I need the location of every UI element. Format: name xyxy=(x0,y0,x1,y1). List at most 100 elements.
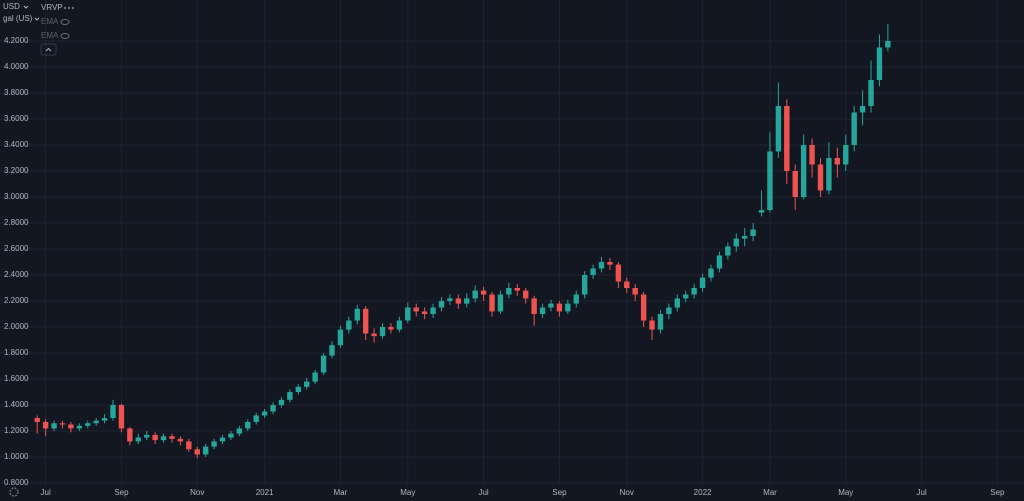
unit-label[interactable]: gal (US) xyxy=(3,14,33,23)
candle-body xyxy=(346,320,352,330)
candle-body xyxy=(851,112,857,145)
candle-body xyxy=(624,281,630,289)
y-tick-label: 2.2000 xyxy=(4,296,29,305)
candle-body xyxy=(674,298,681,308)
candle-body xyxy=(800,144,807,197)
candle-body xyxy=(859,105,866,113)
currency-label[interactable]: USD xyxy=(3,2,20,11)
indicator-label[interactable]: VRVP xyxy=(41,3,63,12)
candle-body xyxy=(76,425,83,429)
candle-body xyxy=(784,105,790,171)
top-left-panel: USD gal (US) VRVP EMA EMA xyxy=(3,2,75,56)
indicator-label[interactable]: EMA xyxy=(41,31,59,40)
y-tick-label: 3.8000 xyxy=(4,88,29,97)
candle-body xyxy=(640,294,647,321)
candle-body xyxy=(817,164,824,191)
candle-body xyxy=(792,170,798,197)
candle-body xyxy=(826,157,832,191)
candle-body xyxy=(741,235,748,239)
candle-body xyxy=(135,437,141,442)
y-tick-label: 4.2000 xyxy=(4,36,29,45)
x-tick-label: May xyxy=(838,488,853,497)
candle-body xyxy=(447,298,453,302)
candle-body xyxy=(868,79,874,106)
x-tick-label: Nov xyxy=(620,488,634,497)
candle-body xyxy=(405,307,411,321)
candle-body xyxy=(438,301,445,308)
candle-body xyxy=(101,418,108,421)
y-tick-label: 1.0000 xyxy=(4,452,29,461)
y-tick-label: 2.0000 xyxy=(4,322,29,331)
candle-body xyxy=(194,449,200,455)
y-tick-label: 1.8000 xyxy=(4,348,29,357)
candle-body xyxy=(261,411,268,416)
candle-body xyxy=(834,157,841,165)
candle-body xyxy=(68,424,74,429)
candles xyxy=(34,24,891,459)
candle-body xyxy=(657,314,664,330)
x-tick-label: Jul xyxy=(478,488,488,497)
candle-body xyxy=(758,209,765,213)
candle-body xyxy=(245,421,251,429)
y-tick-label: 1.2000 xyxy=(4,426,29,435)
candle-body xyxy=(34,418,40,422)
candle-body xyxy=(93,420,99,424)
y-tick-label: 4.0000 xyxy=(4,62,29,71)
chevron-icon xyxy=(45,47,52,52)
candle-body xyxy=(388,327,394,330)
candle-body xyxy=(725,246,731,256)
indicator-label[interactable]: EMA xyxy=(41,17,59,26)
candle-body xyxy=(539,307,546,315)
more-icon[interactable] xyxy=(63,6,75,10)
candle-body xyxy=(304,381,310,387)
candle-body xyxy=(691,288,697,295)
candle-body xyxy=(85,423,91,426)
candle-body xyxy=(480,290,487,295)
dropdown-icon xyxy=(23,5,29,9)
candle-body xyxy=(270,405,276,412)
x-tick-label: Sep xyxy=(552,488,567,497)
candle-body xyxy=(716,255,723,269)
candle-body xyxy=(556,303,563,312)
candle-body xyxy=(413,307,419,312)
candle-body xyxy=(312,372,318,382)
candle-body xyxy=(607,262,613,265)
candle-body xyxy=(750,229,756,236)
x-tick-label: May xyxy=(400,488,415,497)
candle-body xyxy=(506,288,512,295)
hidden-icon[interactable] xyxy=(60,33,70,39)
hidden-icon[interactable] xyxy=(60,19,70,25)
candle-body xyxy=(531,298,537,315)
x-tick-label: Sep xyxy=(114,488,129,497)
candle-body xyxy=(211,441,217,447)
candle-body xyxy=(876,47,883,80)
candle-body xyxy=(464,298,470,304)
y-tick-label: 0.8000 xyxy=(4,478,29,487)
candle-body xyxy=(708,268,714,278)
x-tick-label: Sep xyxy=(990,488,1005,497)
candle-body xyxy=(202,446,209,455)
candle-body xyxy=(590,268,596,276)
candle-body xyxy=(523,290,529,299)
y-tick-label: 2.8000 xyxy=(4,218,29,227)
candle-body xyxy=(287,392,293,400)
candle-body xyxy=(371,333,377,337)
y-tick-label: 2.4000 xyxy=(4,270,29,279)
x-tick-label: 2022 xyxy=(694,488,712,497)
candle-body xyxy=(666,307,672,315)
labels: 0.8000 1.0000 1.2000 1.4000 1.6000 1.8000 2.00… xyxy=(4,36,1005,497)
candle-body xyxy=(253,415,259,422)
candle-body xyxy=(152,434,158,441)
candle-body xyxy=(809,144,815,165)
candle-body xyxy=(110,405,116,419)
candle-body xyxy=(160,436,167,441)
settings-button[interactable] xyxy=(9,487,19,497)
y-tick-label: 3.0000 xyxy=(4,192,29,201)
candle-body xyxy=(362,308,369,334)
candle-body xyxy=(733,238,739,247)
collapse-button[interactable] xyxy=(40,43,57,56)
x-tick-label: Nov xyxy=(190,488,204,497)
